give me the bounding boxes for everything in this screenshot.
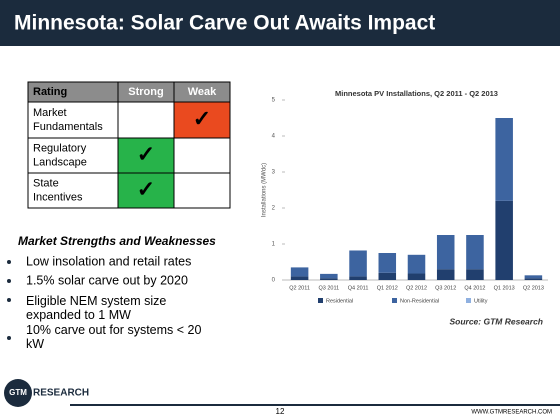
bar-segment — [495, 118, 513, 201]
bar-segment — [320, 273, 338, 279]
slide-title: Minnesota: Solar Carve Out Awaits Impact — [14, 12, 435, 35]
legend-swatch — [392, 298, 397, 303]
bar-segment — [407, 273, 426, 280]
table-header: Strong — [128, 86, 163, 98]
bar-segment — [290, 267, 309, 277]
y-tick-label: 5 — [272, 98, 276, 104]
bar-segment — [349, 276, 367, 280]
table-header: Weak — [188, 86, 217, 98]
weak-cell — [174, 102, 230, 138]
x-tick-label: Q2 2012 — [406, 285, 427, 291]
header-cell — [118, 82, 174, 102]
x-tick-label: Q3 2012 — [435, 285, 456, 291]
bullet-dot — [7, 298, 11, 302]
rating-table: Rating Strong Weak — [27, 81, 231, 209]
checkmark: ✓ — [137, 141, 155, 166]
title-bar — [0, 0, 560, 46]
bar-segment — [466, 269, 484, 280]
legend-swatch — [466, 298, 471, 303]
bar-segment — [436, 269, 455, 280]
bar-segment — [524, 278, 543, 280]
bullet-text: Low insolation and retail rates — [26, 254, 191, 268]
strong-cell — [118, 173, 174, 208]
table-header: Rating — [33, 86, 67, 98]
bullet-text: 10% carve out for systems < 20 kW — [26, 323, 201, 351]
y-tick-label: 3 — [272, 170, 276, 176]
row-label: Regulatory Landscape — [33, 142, 87, 168]
bar-segment — [407, 254, 426, 274]
row-label: State Incentives — [33, 177, 83, 203]
x-tick-label: Q2 2013 — [523, 285, 544, 291]
header-cell — [28, 82, 118, 102]
x-tick-label: Q4 2011 — [348, 285, 369, 291]
strong-cell — [118, 138, 174, 173]
bullet-text: Eligible NEM system size expanded to 1 MW — [26, 294, 166, 322]
footer-url: WWW.GTMRESEARCH.COM — [471, 410, 552, 416]
header-cell — [174, 82, 230, 102]
bar-segment — [290, 276, 309, 280]
logo-circle — [4, 379, 32, 407]
section-heading: Market Strengths and Weaknesses — [18, 234, 216, 248]
x-tick-label: Q3 2011 — [318, 285, 339, 291]
table-border — [27, 81, 231, 209]
checkmark: ✓ — [137, 176, 155, 201]
bar-segment — [524, 275, 543, 279]
x-tick-label: Q1 2013 — [494, 285, 515, 291]
bar-segment — [466, 235, 484, 270]
row-label: Market Fundamentals — [33, 107, 103, 133]
y-axis-label: Installations (MWdc) — [262, 163, 268, 217]
bar-segment — [378, 253, 397, 273]
legend-label: Residential — [326, 298, 353, 304]
y-tick-label: 0 — [272, 278, 276, 284]
page-number: 12 — [276, 407, 285, 416]
bar-segment — [320, 278, 338, 280]
x-tick-label: Q1 2012 — [377, 285, 398, 291]
bar-segment — [349, 250, 367, 277]
x-tick-label: Q2 2011 — [289, 285, 310, 291]
bullet-dot — [7, 279, 11, 283]
bar-segment — [436, 235, 455, 270]
checkmark: ✓ — [193, 106, 211, 131]
logo-text: RESEARCH — [33, 388, 89, 399]
y-tick-label: 4 — [272, 134, 276, 140]
bar-segment — [378, 272, 397, 280]
y-tick-label: 2 — [272, 206, 276, 212]
legend-swatch — [318, 298, 323, 303]
chart-title: Minnesota PV Installations, Q2 2011 - Q2… — [335, 89, 498, 98]
bullet-dot — [7, 260, 11, 264]
chart-source: Source: GTM Research — [449, 316, 543, 326]
legend-label: Non-Residential — [400, 298, 439, 304]
x-tick-label: Q4 2012 — [464, 285, 485, 291]
bullet-dot — [7, 336, 11, 340]
legend-label: Utility — [474, 298, 488, 304]
logo-mark: GTM — [9, 388, 27, 397]
bullet-text: 1.5% solar carve out by 2020 — [26, 273, 188, 287]
bar-segment — [495, 200, 513, 280]
y-tick-label: 1 — [272, 242, 276, 248]
